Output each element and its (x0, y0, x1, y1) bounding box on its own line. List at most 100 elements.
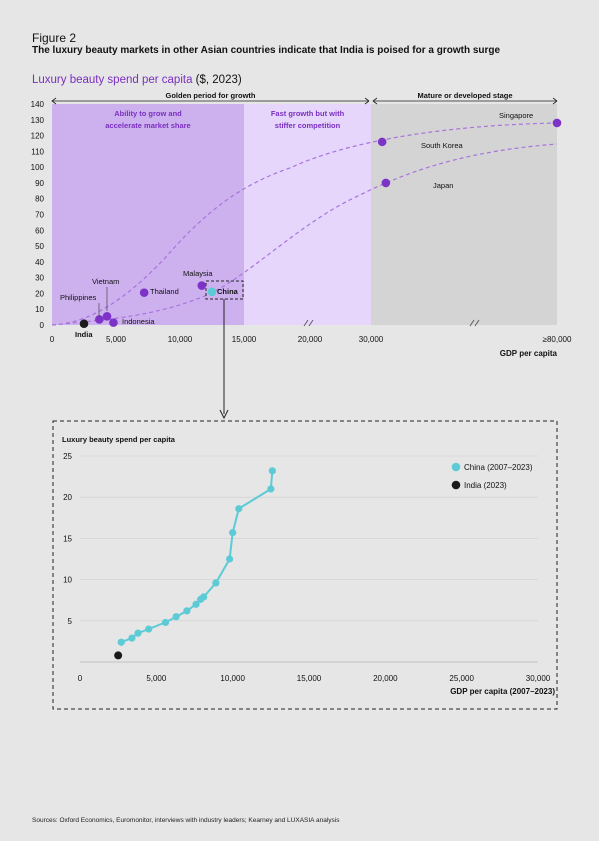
china-data-point (145, 625, 153, 633)
zone-band (244, 104, 371, 325)
x-axis-label: GDP per capita (500, 349, 558, 358)
zone-label: stiffer competition (275, 121, 341, 130)
china-data-point (183, 607, 191, 615)
bracket-arrow (51, 97, 57, 105)
inset-arrow-head (219, 409, 229, 420)
china-data-point (128, 634, 136, 642)
point-malaysia (197, 281, 207, 290)
inset-y-tick-label: 25 (63, 452, 72, 461)
inset-x-tick-label: 25,000 (449, 674, 474, 683)
y-tick-label: 80 (35, 195, 44, 204)
x-tick-label: ≥80,000 (543, 335, 572, 344)
china-data-point (192, 600, 200, 608)
bracket-label: Mature or developed stage (417, 91, 512, 100)
y-tick-label: 110 (31, 147, 44, 156)
legend-india-label: India (2023) (464, 481, 507, 490)
x-tick-label: 5,000 (106, 335, 127, 344)
china-data-point (134, 629, 142, 637)
china-data-point (161, 618, 170, 627)
point-india (79, 319, 89, 329)
bracket-arrow (552, 97, 558, 105)
point-china (207, 287, 217, 297)
point-label: South Korea (421, 141, 464, 150)
y-tick-label: 0 (40, 321, 45, 330)
point-label: Indonesia (122, 317, 155, 326)
legend-china-marker (451, 462, 461, 472)
china-data-point (117, 638, 125, 646)
inset-y-tick-label: 5 (68, 617, 73, 626)
china-data-point (200, 593, 208, 601)
china-data-point (267, 485, 275, 493)
source-note: Sources: Oxford Economics, Euromonitor, … (32, 817, 340, 824)
point-vietnam (102, 312, 112, 321)
point-label: India (75, 330, 93, 339)
point-indonesia (109, 318, 118, 327)
china-data-point (212, 579, 220, 587)
bracket-label: Golden period for growth (166, 91, 256, 100)
china-data-point (268, 467, 276, 475)
china-data-point (235, 505, 243, 513)
subtitle-text: Luxury beauty spend per capita (32, 74, 193, 86)
zone-label: accelerate market share (105, 121, 190, 130)
inset-title: Luxury beauty spend per capita (62, 435, 176, 444)
bracket-arrow (372, 97, 378, 105)
china-highlight-box (205, 280, 244, 300)
x-tick-label: 30,000 (359, 335, 384, 344)
y-tick-label: 90 (35, 179, 44, 188)
legend-india-marker (451, 480, 461, 490)
point-singapore (552, 118, 562, 128)
point-label: Singapore (499, 111, 533, 120)
india-data-point (114, 651, 123, 660)
bracket-arrow (364, 97, 370, 105)
inset-x-tick-label: 15,000 (297, 674, 322, 683)
point-label: Philippines (60, 293, 97, 302)
point-label: Thailand (150, 287, 179, 296)
zone-label: Ability to grow and (114, 109, 182, 118)
zone-label: Fast growth but with (271, 109, 345, 118)
y-tick-label: 120 (31, 132, 45, 141)
x-tick-label: 20,000 (298, 335, 323, 344)
china-data-point (229, 529, 237, 537)
point-japan (381, 178, 391, 188)
china-series-line (120, 470, 274, 644)
y-tick-label: 130 (31, 116, 45, 125)
point-label: Vietnam (92, 277, 119, 286)
trend-curve-lower (51, 143, 558, 326)
axis-break-mark (303, 319, 314, 327)
inset-x-tick-label: 30,000 (526, 674, 551, 683)
inset-frame (52, 420, 558, 710)
point-label: China (217, 287, 239, 296)
china-data-point (172, 613, 180, 621)
point-label: Japan (433, 181, 453, 190)
figure-title: The luxury beauty markets in other Asian… (32, 45, 501, 56)
point-philippines (95, 315, 104, 324)
y-tick-label: 30 (35, 274, 44, 283)
axis-break-mark (469, 319, 480, 327)
point-thailand (139, 288, 149, 297)
inset-x-tick-label: 10,000 (220, 674, 245, 683)
y-tick-label: 20 (35, 289, 44, 298)
point-label: Malaysia (183, 269, 213, 278)
inset-x-tick-label: 20,000 (373, 674, 398, 683)
inset-y-tick-label: 20 (63, 493, 72, 502)
y-tick-label: 50 (35, 242, 44, 251)
y-tick-label: 140 (31, 100, 45, 109)
trend-curve-upper (51, 122, 558, 326)
inset-y-tick-label: 10 (63, 576, 72, 585)
inset-x-tick-label: 5,000 (146, 674, 167, 683)
zone-band (371, 104, 557, 325)
chart-subtitle: Luxury beauty spend per capita ($, 2023) (32, 74, 242, 86)
legend-china-label: China (2007–2023) (464, 463, 533, 472)
inset-x-tick-label: 0 (78, 674, 83, 683)
x-tick-label: 10,000 (168, 335, 193, 344)
y-tick-label: 70 (35, 211, 44, 220)
x-tick-label: 15,000 (232, 335, 257, 344)
y-tick-label: 10 (35, 305, 44, 314)
y-tick-label: 40 (35, 258, 44, 267)
subtitle-unit: ($, 2023) (195, 74, 242, 86)
china-data-point (226, 555, 234, 563)
inset-y-tick-label: 15 (63, 534, 72, 543)
point-south-korea (377, 137, 387, 147)
x-tick-label: 0 (50, 335, 55, 344)
